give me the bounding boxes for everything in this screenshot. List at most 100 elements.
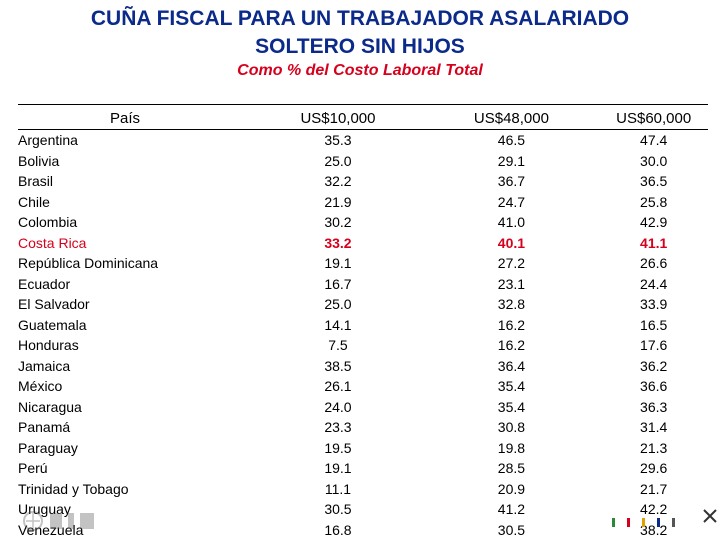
value-60000-cell: 36.5 [640, 173, 668, 189]
table-row: Trinidad y Tobago 11.1 20.9 21.7 [18, 479, 720, 500]
country-cell: El Salvador [18, 296, 90, 312]
table-row: Nicaragua 24.0 35.4 36.3 [18, 397, 720, 418]
tax-wedge-table: País US$10,000 US$48,000 US$60,000 Argen… [18, 108, 720, 540]
value-60000-cell: 42.2 [640, 501, 668, 517]
table-row: Panamá 23.3 30.8 31.4 [18, 417, 720, 438]
value-48000-cell: 30.8 [497, 419, 526, 435]
value-10000-cell: 24.0 [324, 398, 352, 415]
table-row: República Dominicana 19.1 27.2 26.6 [18, 253, 720, 274]
value-60000-cell: 29.6 [640, 460, 668, 476]
value-10000-cell: 25.0 [324, 152, 352, 169]
value-10000-cell: 14.1 [324, 316, 352, 333]
table-top-rule [18, 104, 708, 105]
country-cell: Guatemala [18, 316, 87, 333]
value-60000-cell: 41.1 [640, 234, 668, 251]
table-row: Bolivia 25.0 29.1 30.0 [18, 151, 720, 172]
slide-title-line-1: CUÑA FISCAL PARA UN TRABAJADOR ASALARIAD… [90, 7, 630, 30]
value-48000-cell: 29.1 [497, 152, 526, 169]
country-cell: México [18, 378, 63, 394]
value-10000-cell: 19.1 [324, 255, 352, 271]
slide-subtitle: Como % del Costo Laboral Total [237, 62, 483, 79]
country-cell: Paraguay [18, 439, 78, 456]
value-10000-cell: 26.1 [324, 378, 352, 394]
country-cell: República Dominicana [18, 255, 159, 271]
value-48000-cell: 20.9 [497, 480, 526, 497]
value-10000-cell: 7.5 [328, 337, 348, 353]
value-10000-cell: 19.1 [324, 460, 352, 476]
value-10000-cell: 21.9 [324, 193, 352, 210]
value-48000-cell: 41.2 [497, 501, 526, 517]
decorative-dots [612, 518, 687, 530]
table-row: Argentina 35.3 46.5 47.4 [18, 130, 720, 151]
value-60000-cell: 42.9 [640, 214, 668, 230]
value-10000-cell: 16.7 [324, 275, 352, 292]
country-cell: Jamaica [18, 357, 71, 374]
value-48000-cell: 36.4 [497, 357, 526, 374]
table-row: Jamaica 38.5 36.4 36.2 [18, 356, 720, 377]
country-cell: Venezuela [18, 521, 84, 538]
value-60000-cell: 33.9 [640, 296, 668, 312]
table-header-rule [18, 129, 708, 130]
value-48000-cell: 30.5 [497, 521, 526, 538]
value-10000-cell: 38.5 [324, 357, 352, 374]
value-48000-cell: 35.4 [497, 378, 526, 394]
table-row: Brasil 32.2 36.7 36.5 [18, 171, 720, 192]
value-48000-cell: 16.2 [497, 316, 526, 333]
country-cell: Uruguay [18, 501, 71, 517]
value-60000-cell: 36.3 [640, 398, 668, 415]
value-10000-cell: 35.3 [324, 132, 352, 148]
value-10000-cell: 32.2 [324, 173, 352, 189]
value-10000-cell: 19.5 [324, 439, 352, 456]
value-10000-cell: 11.1 [324, 480, 352, 497]
value-60000-cell: 24.4 [640, 275, 668, 292]
country-cell: Trinidad y Tobago [18, 480, 129, 497]
column-header-60000: US$60,000 [616, 110, 692, 127]
value-48000-cell: 19.8 [497, 439, 526, 456]
country-cell: Costa Rica [18, 234, 87, 251]
value-48000-cell: 28.5 [497, 460, 526, 476]
country-cell: Argentina [18, 132, 78, 148]
value-48000-cell: 32.8 [497, 296, 526, 312]
table-row: Uruguay 30.5 41.2 42.2 [18, 499, 720, 520]
table-row: Guatemala 14.1 16.2 16.5 [18, 315, 720, 336]
corner-mark-icon [703, 509, 717, 523]
value-48000-cell: 24.7 [497, 193, 526, 210]
value-10000-cell: 23.3 [324, 419, 352, 435]
value-60000-cell: 21.7 [640, 480, 668, 497]
value-60000-cell: 38.2 [640, 521, 668, 538]
value-10000-cell: 16.8 [324, 521, 352, 538]
value-48000-cell: 23.1 [497, 275, 526, 292]
country-cell: Chile [18, 193, 50, 210]
value-48000-cell: 46.5 [497, 132, 526, 148]
table-row: Honduras 7.5 16.2 17.6 [18, 335, 720, 356]
value-10000-cell: 30.5 [324, 501, 352, 517]
value-60000-cell: 26.6 [640, 255, 668, 271]
value-48000-cell: 41.0 [497, 214, 526, 230]
country-cell: Perú [18, 460, 48, 476]
slide-title-line-2: SOLTERO SIN HIJOS [255, 35, 465, 58]
table-body: Argentina 35.3 46.5 47.4 Bolivia 25.0 29.1 30.0… [18, 130, 720, 540]
table-row: Venezuela 16.8 30.5 38.2 [18, 520, 720, 540]
value-60000-cell: 16.5 [640, 316, 668, 333]
value-60000-cell: 21.3 [640, 439, 668, 456]
column-header-country: País [110, 110, 141, 127]
value-60000-cell: 30.0 [640, 152, 668, 169]
table-header-row: País US$10,000 US$48,000 US$60,000 [18, 108, 720, 130]
column-header-10000: US$10,000 [300, 110, 376, 127]
table-row: Paraguay 19.5 19.8 21.3 [18, 438, 720, 459]
table-row: Costa Rica 33.2 40.1 41.1 [18, 233, 720, 254]
country-cell: Panamá [18, 419, 71, 435]
table-row: Perú 19.1 28.5 29.6 [18, 458, 720, 479]
country-cell: Honduras [18, 337, 79, 353]
value-10000-cell: 33.2 [324, 234, 352, 251]
country-cell: Colombia [18, 214, 78, 230]
value-60000-cell: 17.6 [640, 337, 668, 353]
country-cell: Ecuador [18, 275, 71, 292]
country-cell: Nicaragua [18, 398, 82, 415]
country-cell: Bolivia [18, 152, 60, 169]
value-60000-cell: 31.4 [640, 419, 668, 435]
value-60000-cell: 36.6 [640, 378, 668, 394]
value-60000-cell: 47.4 [640, 132, 668, 148]
country-cell: Brasil [18, 173, 54, 189]
bid-logo-icon [23, 511, 94, 531]
